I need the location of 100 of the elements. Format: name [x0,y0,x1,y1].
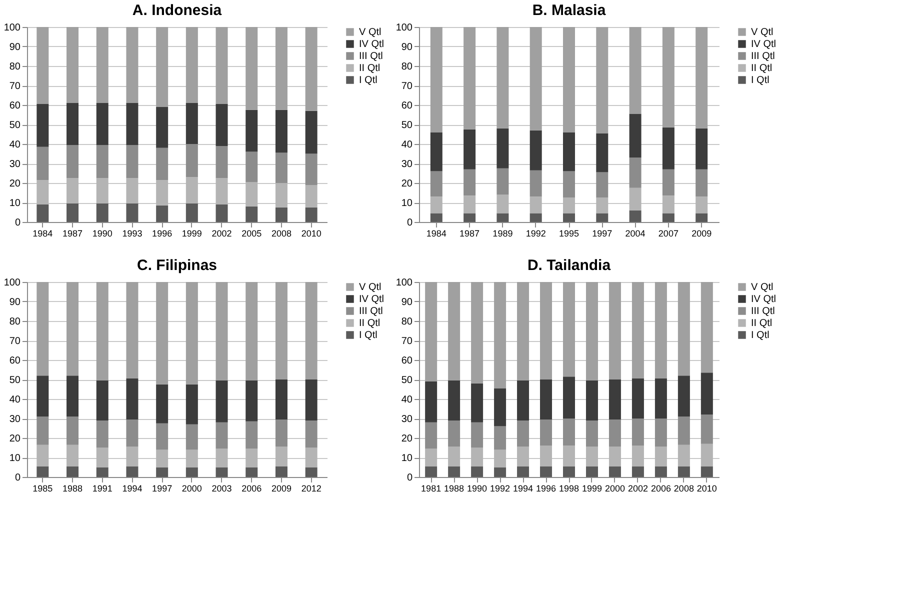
chart-title: C. Filipinas [136,257,218,274]
bar [275,419,288,447]
y-tick-label: 60 [401,356,413,366]
bar [464,27,476,130]
bar [662,27,674,128]
x-tick-label: 2008 [674,484,694,494]
bar [494,388,506,426]
bar [540,282,552,380]
bar [216,104,228,146]
bar [216,178,228,204]
bar [678,282,690,376]
bar [66,416,79,445]
bar [471,448,484,466]
bar [275,466,288,477]
bar [662,213,674,222]
y-tick-label: 0 [406,218,413,228]
bar [563,466,575,477]
y-tick-label: 20 [9,178,21,190]
bar [96,178,108,204]
bar [275,152,288,183]
bar [563,132,575,172]
bar [246,27,258,110]
bar [586,282,598,380]
x-tick-label: 1992 [490,484,510,494]
bar [186,424,198,450]
bar [662,127,674,170]
bar [66,144,79,178]
bar [36,376,49,417]
y-tick-label: 100 [396,22,413,34]
bar [126,27,138,104]
bar [96,203,108,222]
bar [608,380,621,420]
y-tick-label: 30 [9,159,21,170]
y-tick-label: 10 [9,453,21,464]
bar [563,418,575,446]
y-tick-label: 50 [9,120,21,131]
bar [36,146,49,180]
legend-label: V Qtl [751,282,774,293]
y-tick-label: 50 [9,375,21,386]
bar [216,282,228,380]
bar [246,206,258,222]
x-tick-label: 1990 [467,484,488,494]
bar [563,282,575,377]
bar [530,213,542,222]
bar [156,180,168,206]
x-tick-label: 1994 [122,484,142,494]
x-tick-label: 1989 [492,228,513,238]
bar [246,182,258,206]
bar [275,446,288,466]
bar [126,178,138,204]
bar [66,466,79,477]
x-tick-label: 2004 [625,228,646,238]
bar [216,422,228,449]
bar [471,466,484,477]
y-tick-label: 90 [9,42,21,53]
bar [305,448,318,468]
bar [696,169,708,197]
legend-label: IV Qtl [751,39,776,50]
bar [425,282,438,382]
x-tick-label: 2009 [271,484,292,494]
x-tick-label: 2003 [212,484,232,494]
bar [36,104,49,147]
bar [305,207,318,222]
bar [156,106,168,148]
bar [246,448,258,468]
bar [156,423,168,450]
bar [448,380,460,420]
bar [662,169,674,196]
legend-label: IV Qtl [751,294,776,305]
bar [186,203,198,222]
y-tick-label: 80 [9,62,21,72]
x-tick-label: 1987 [460,228,480,238]
bar [586,420,598,447]
bar [632,466,644,477]
bar [596,213,608,222]
x-tick-label: 1996 [152,228,172,238]
bar [530,170,542,197]
y-tick-label: 90 [9,297,21,308]
bar [540,466,552,477]
bar [700,444,713,466]
y-tick-label: 40 [9,140,21,150]
bar [156,205,168,222]
legend-label: I Qtl [751,75,770,86]
y-tick-label: 20 [401,178,413,190]
y-tick-label: 80 [401,62,413,72]
bar [540,419,552,446]
y-tick-label: 60 [401,100,413,112]
x-tick-label: 1998 [558,484,580,494]
bar [629,114,642,158]
bar [96,144,108,178]
y-tick-label: 10 [401,453,413,464]
bar [66,203,79,222]
bar [66,444,79,466]
bar [596,133,608,172]
bar [700,414,713,444]
bar [540,380,552,420]
y-tick-label: 0 [406,472,413,484]
legend-label: V Qtl [751,27,774,38]
bar [425,422,438,449]
bar [496,194,509,214]
